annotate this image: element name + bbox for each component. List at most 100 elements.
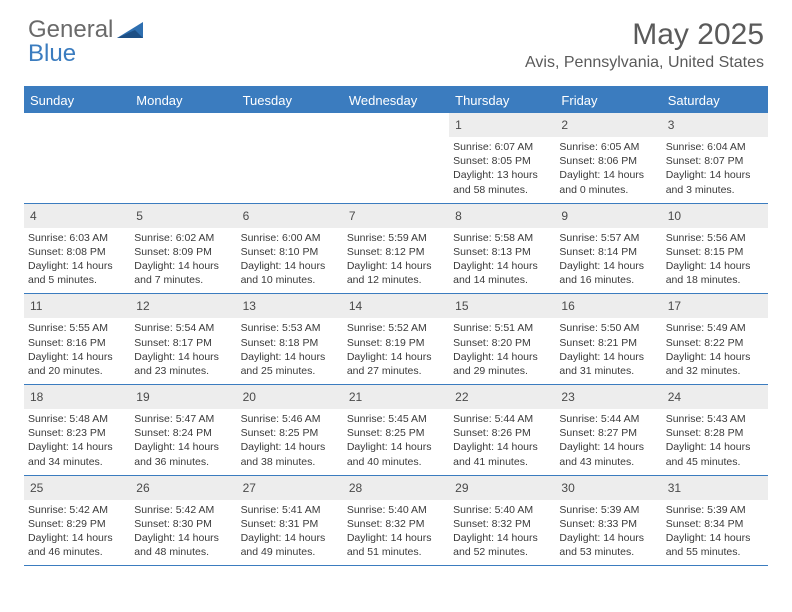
week-row: 25Sunrise: 5:42 AMSunset: 8:29 PMDayligh… [24,476,768,567]
day-info-line: Daylight: 14 hours [666,440,764,454]
day-info-line: Daylight: 14 hours [453,440,551,454]
day-number: 7 [349,209,356,223]
day-info-line: Sunrise: 6:02 AM [134,231,232,245]
day-cell: 1Sunrise: 6:07 AMSunset: 8:05 PMDaylight… [449,113,555,203]
day-info-line: Sunset: 8:07 PM [666,154,764,168]
day-info-line: Sunset: 8:30 PM [134,517,232,531]
day-info: Sunrise: 5:44 AMSunset: 8:26 PMDaylight:… [453,412,551,469]
day-cell: 11Sunrise: 5:55 AMSunset: 8:16 PMDayligh… [24,294,130,384]
day-number-row: 6 [237,204,343,228]
day-cell: 17Sunrise: 5:49 AMSunset: 8:22 PMDayligh… [662,294,768,384]
day-header: Thursday [449,88,555,113]
day-number: 29 [455,481,468,495]
day-info-line: Sunrise: 5:40 AM [453,503,551,517]
day-info-line: Daylight: 14 hours [134,350,232,364]
day-info-line: and 20 minutes. [28,364,126,378]
day-info-line: Sunset: 8:06 PM [559,154,657,168]
day-info-line: Sunset: 8:23 PM [28,426,126,440]
day-info: Sunrise: 5:42 AMSunset: 8:29 PMDaylight:… [28,503,126,560]
day-number-row: 14 [343,294,449,318]
day-info-line: Sunrise: 6:03 AM [28,231,126,245]
day-cell: 3Sunrise: 6:04 AMSunset: 8:07 PMDaylight… [662,113,768,203]
day-info-line: Daylight: 14 hours [347,531,445,545]
day-info-line: Daylight: 14 hours [241,350,339,364]
day-info-line: Sunrise: 5:57 AM [559,231,657,245]
day-info-line: Sunset: 8:25 PM [241,426,339,440]
day-info: Sunrise: 5:59 AMSunset: 8:12 PMDaylight:… [347,231,445,288]
day-info-line: Sunrise: 6:05 AM [559,140,657,154]
day-number: 19 [136,390,149,404]
logo-triangle-icon [117,20,145,45]
day-number-row: 4 [24,204,130,228]
day-info-line: Sunrise: 5:52 AM [347,321,445,335]
day-number: 24 [668,390,681,404]
day-info-line: Sunset: 8:33 PM [559,517,657,531]
day-number-row: 17 [662,294,768,318]
day-number: 30 [561,481,574,495]
day-info-line: Sunrise: 5:39 AM [666,503,764,517]
day-info-line: Sunset: 8:19 PM [347,336,445,350]
day-info: Sunrise: 5:45 AMSunset: 8:25 PMDaylight:… [347,412,445,469]
day-cell: 9Sunrise: 5:57 AMSunset: 8:14 PMDaylight… [555,204,661,294]
day-info-line: and 43 minutes. [559,455,657,469]
day-info-line: Daylight: 14 hours [559,259,657,273]
day-info-line: Daylight: 14 hours [241,259,339,273]
day-number-row: 29 [449,476,555,500]
day-number-row: 27 [237,476,343,500]
day-number-row: 7 [343,204,449,228]
day-info-line: and 0 minutes. [559,183,657,197]
location-text: Avis, Pennsylvania, United States [525,54,764,72]
day-number: 11 [30,299,42,313]
day-info-line: Sunrise: 5:44 AM [453,412,551,426]
day-info-line: and 49 minutes. [241,545,339,559]
day-info-line: Sunrise: 5:48 AM [28,412,126,426]
day-info-line: Sunset: 8:27 PM [559,426,657,440]
day-info-line: Daylight: 14 hours [134,531,232,545]
day-number-row: 13 [237,294,343,318]
day-number-row: 16 [555,294,661,318]
day-info-line: Daylight: 14 hours [666,531,764,545]
day-info-line: Daylight: 14 hours [347,259,445,273]
day-cell [343,113,449,203]
day-info-line: Daylight: 14 hours [453,259,551,273]
day-info-line: Sunset: 8:34 PM [666,517,764,531]
day-info: Sunrise: 5:44 AMSunset: 8:27 PMDaylight:… [559,412,657,469]
day-header: Saturday [662,88,768,113]
day-cell: 10Sunrise: 5:56 AMSunset: 8:15 PMDayligh… [662,204,768,294]
day-cell: 23Sunrise: 5:44 AMSunset: 8:27 PMDayligh… [555,385,661,475]
day-info-line: Sunset: 8:21 PM [559,336,657,350]
day-cell: 26Sunrise: 5:42 AMSunset: 8:30 PMDayligh… [130,476,236,566]
day-info-line: and 27 minutes. [347,364,445,378]
day-number: 28 [349,481,362,495]
day-number: 22 [455,390,468,404]
day-info-line: and 23 minutes. [134,364,232,378]
day-info-line: Sunrise: 5:41 AM [241,503,339,517]
day-number: 27 [243,481,256,495]
day-info-line: Daylight: 14 hours [559,350,657,364]
day-info-line: and 25 minutes. [241,364,339,378]
day-info: Sunrise: 5:57 AMSunset: 8:14 PMDaylight:… [559,231,657,288]
day-cell [130,113,236,203]
day-info: Sunrise: 5:53 AMSunset: 8:18 PMDaylight:… [241,321,339,378]
day-info: Sunrise: 5:41 AMSunset: 8:31 PMDaylight:… [241,503,339,560]
day-info-line: and 32 minutes. [666,364,764,378]
day-header: Sunday [24,88,130,113]
day-info-line: Sunset: 8:29 PM [28,517,126,531]
day-number: 26 [136,481,149,495]
day-number: 13 [243,299,256,313]
day-info: Sunrise: 5:51 AMSunset: 8:20 PMDaylight:… [453,321,551,378]
day-info-line: Sunset: 8:08 PM [28,245,126,259]
day-info-line: Daylight: 14 hours [134,259,232,273]
weeks-container: 1Sunrise: 6:07 AMSunset: 8:05 PMDaylight… [24,113,768,566]
day-info-line: Sunrise: 5:56 AM [666,231,764,245]
day-info-line: Sunset: 8:20 PM [453,336,551,350]
logo-text-1: General [28,16,113,43]
day-header: Wednesday [343,88,449,113]
day-number: 6 [243,209,250,223]
day-cell: 15Sunrise: 5:51 AMSunset: 8:20 PMDayligh… [449,294,555,384]
day-info-line: and 40 minutes. [347,455,445,469]
week-row: 1Sunrise: 6:07 AMSunset: 8:05 PMDaylight… [24,113,768,204]
day-cell: 8Sunrise: 5:58 AMSunset: 8:13 PMDaylight… [449,204,555,294]
day-info-line: Sunrise: 5:49 AM [666,321,764,335]
day-info-line: and 48 minutes. [134,545,232,559]
